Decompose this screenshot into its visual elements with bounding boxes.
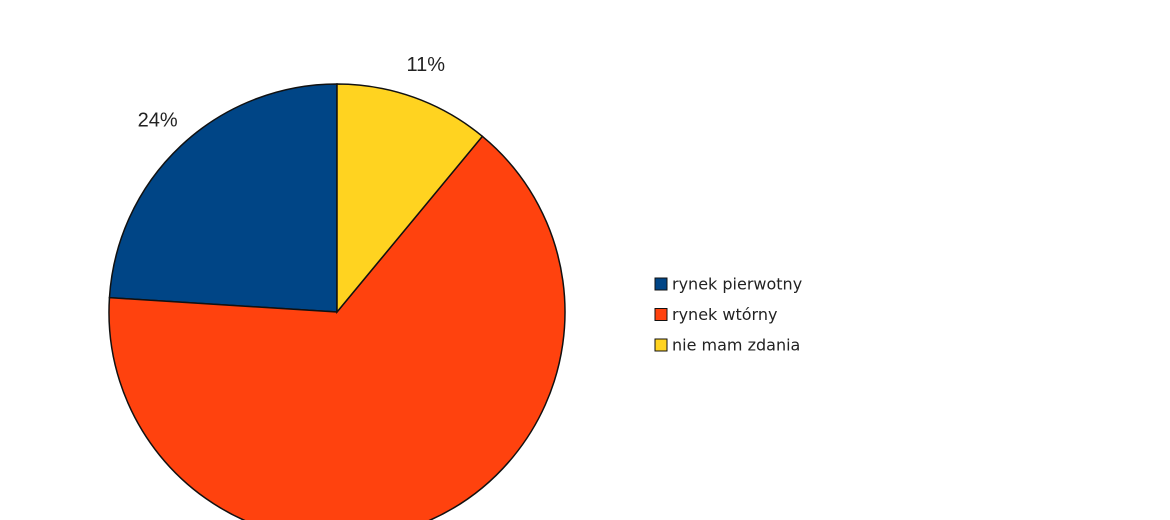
value-label: 11%	[406, 54, 445, 76]
legend-swatch	[654, 277, 668, 291]
legend-label: nie mam zdania	[672, 336, 800, 355]
legend-swatch	[654, 338, 668, 352]
value-label: 24%	[138, 109, 178, 131]
pie-slice	[108, 83, 338, 313]
legend-swatch	[654, 308, 668, 321]
legend-label: rynek pierwotny	[672, 275, 802, 294]
pie-slice	[336, 83, 484, 315]
legend-label: rynek wtórny	[672, 305, 777, 324]
pie-slice	[108, 135, 566, 520]
